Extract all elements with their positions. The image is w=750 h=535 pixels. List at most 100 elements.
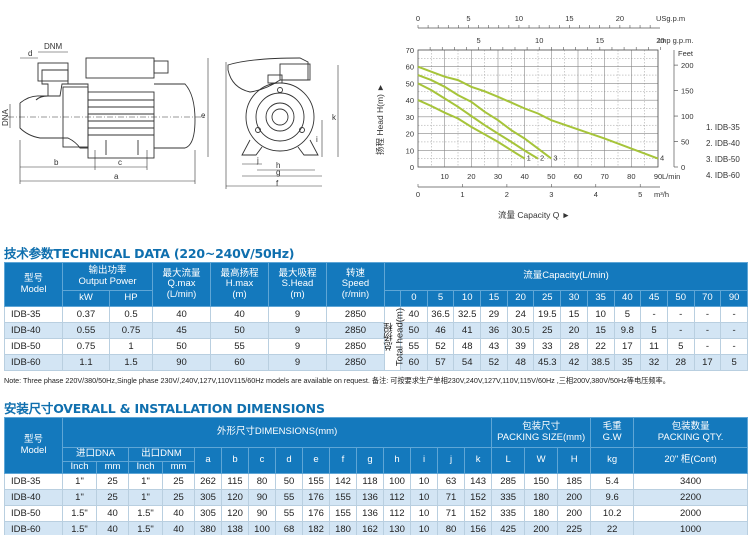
svg-text:1. IDB-35: 1. IDB-35 bbox=[706, 123, 740, 132]
cell-head: 32 bbox=[640, 354, 668, 371]
cell-head: 11 bbox=[640, 338, 668, 355]
svg-text:4: 4 bbox=[660, 154, 664, 163]
dimensions-table: 型号 Model 外形尺寸DIMENSIONS(mm) 包装尺寸 PACKING S… bbox=[4, 417, 748, 535]
cell-head: - bbox=[720, 322, 748, 339]
table-row: IDB-60 1.5" 40 1.5" 40 380 138 100 68 182 180 162 13… bbox=[4, 521, 748, 535]
svg-text:100: 100 bbox=[681, 112, 694, 121]
col-hmax: 最高扬程 H.max (m) bbox=[210, 262, 269, 307]
cell-qmax: 90 bbox=[152, 354, 211, 371]
cell-dim-c: 80 bbox=[248, 473, 276, 490]
cell-model: IDB-60 bbox=[4, 354, 63, 371]
cell-model: IDB-40 bbox=[4, 322, 63, 339]
col-dim-i: i bbox=[410, 447, 438, 474]
svg-text:3: 3 bbox=[553, 154, 557, 163]
col-dnm-inch: Inch bbox=[128, 461, 163, 474]
svg-text:3. IDB-50: 3. IDB-50 bbox=[706, 155, 740, 164]
col-dim-b: b bbox=[221, 447, 249, 474]
pump-dimension-drawing: d DNM DNA e b c a k i j h g f bbox=[1, 42, 339, 189]
svg-text:0: 0 bbox=[681, 163, 685, 172]
col-dim-f: f bbox=[329, 447, 357, 474]
cell-head: 52 bbox=[480, 354, 508, 371]
svg-text:60: 60 bbox=[406, 63, 414, 72]
cell-dim-c: 100 bbox=[248, 521, 276, 535]
cell-hp: 0.5 bbox=[109, 306, 153, 323]
cell-dim-g: 136 bbox=[356, 489, 384, 506]
col-dnm: 出口DNM bbox=[128, 447, 195, 462]
cell-dnm_inch: 1.5" bbox=[128, 521, 163, 535]
col-dim-g: g bbox=[356, 447, 384, 474]
svg-text:20: 20 bbox=[656, 36, 664, 45]
svg-text:Imp g.p.m.: Imp g.p.m. bbox=[658, 36, 693, 45]
cell-head: 57 bbox=[426, 354, 455, 371]
cell-gw: 5.4 bbox=[590, 473, 635, 490]
cell-shead: 9 bbox=[268, 322, 327, 339]
svg-text:20: 20 bbox=[616, 14, 624, 23]
cell-dna_mm: 40 bbox=[96, 521, 129, 535]
cell-dim-a: 305 bbox=[194, 489, 222, 506]
cell-head: - bbox=[693, 338, 722, 355]
col-capacity-50: 50 bbox=[666, 290, 695, 307]
cell-dim-f: 155 bbox=[329, 489, 357, 506]
voltage-note: Note: Three phase 220V/380/50Hz,Single p… bbox=[4, 376, 670, 385]
col-dim-k: k bbox=[463, 447, 493, 474]
cell-head: - bbox=[666, 322, 695, 339]
cell-head: 17 bbox=[613, 338, 642, 355]
cell-head: 28 bbox=[666, 354, 695, 371]
cell-head: 40 bbox=[400, 306, 428, 323]
svg-text:5: 5 bbox=[466, 14, 470, 23]
cell-pack-H: 200 bbox=[557, 505, 592, 522]
table-row: IDB-35 1" 25 1" 25 262 115 80 50 155 142 118 100 10 63… bbox=[4, 473, 748, 490]
cell-head: 36.5 bbox=[426, 306, 455, 323]
svg-text:30: 30 bbox=[406, 113, 414, 122]
col-dim-d: d bbox=[275, 447, 303, 474]
col-capacity-35: 35 bbox=[586, 290, 615, 307]
total-head-label: 总扬程 Total head(m) bbox=[384, 306, 405, 371]
svg-text:70: 70 bbox=[600, 172, 608, 181]
col-capacity-30: 30 bbox=[560, 290, 588, 307]
cell-qty: 2200 bbox=[633, 489, 748, 506]
svg-text:70: 70 bbox=[406, 46, 414, 55]
col-capacity-0: 0 bbox=[400, 290, 428, 307]
svg-text:10: 10 bbox=[535, 36, 543, 45]
table-row: IDB-35 0.37 0.5 40 40 9 2850 总扬程 Total head(m) 40… bbox=[4, 306, 748, 371]
col-pack-L: L bbox=[491, 447, 526, 474]
svg-text:50: 50 bbox=[547, 172, 555, 181]
svg-text:5: 5 bbox=[477, 36, 481, 45]
col-hp: HP bbox=[109, 290, 153, 307]
cell-head: 20 bbox=[560, 322, 588, 339]
col-capacity-70: 70 bbox=[693, 290, 722, 307]
svg-text:150: 150 bbox=[681, 87, 694, 96]
cell-head: 42 bbox=[560, 354, 588, 371]
svg-text:0: 0 bbox=[416, 190, 420, 199]
cell-head: 33 bbox=[533, 338, 562, 355]
cell-head: - bbox=[693, 306, 722, 323]
cell-head: 25 bbox=[533, 322, 562, 339]
cell-dim-j: 71 bbox=[437, 489, 465, 506]
svg-text:L/min: L/min bbox=[662, 172, 680, 181]
cell-head: 5 bbox=[613, 306, 642, 323]
cell-hmax: 60 bbox=[210, 354, 269, 371]
col-dimensions: 外形尺寸DIMENSIONS(mm) bbox=[61, 417, 493, 448]
cell-hp: 1.5 bbox=[109, 354, 153, 371]
cell-dim-h: 100 bbox=[383, 473, 411, 490]
cell-head: 55 bbox=[400, 338, 428, 355]
cell-qmax: 50 bbox=[152, 338, 211, 355]
svg-text:60: 60 bbox=[574, 172, 582, 181]
cell-head: 39 bbox=[506, 338, 535, 355]
svg-text:扬程 Head H(m) ►: 扬程 Head H(m) ► bbox=[375, 83, 385, 155]
cell-qmax: 40 bbox=[152, 306, 211, 323]
cell-head: 29 bbox=[480, 306, 508, 323]
cell-head: 46 bbox=[426, 322, 455, 339]
cell-dim-i: 10 bbox=[410, 473, 438, 490]
cell-dim-k: 152 bbox=[463, 505, 493, 522]
cell-head: 5 bbox=[720, 354, 748, 371]
col-packing-size: 包装尺寸 PACKING SIZE(mm) bbox=[491, 417, 592, 448]
col-gw-unit: kg bbox=[590, 447, 635, 474]
cell-dim-e: 176 bbox=[302, 505, 330, 522]
cell-dim-c: 90 bbox=[248, 505, 276, 522]
dim-label-dnm: DNM bbox=[44, 42, 63, 51]
cell-dim-a: 262 bbox=[194, 473, 222, 490]
cell-model: IDB-50 bbox=[4, 338, 63, 355]
dim-label-c: c bbox=[118, 158, 122, 167]
dimensions-title: 安装尺寸OVERALL & INSTALLATION DIMENSIONS bbox=[4, 401, 325, 416]
